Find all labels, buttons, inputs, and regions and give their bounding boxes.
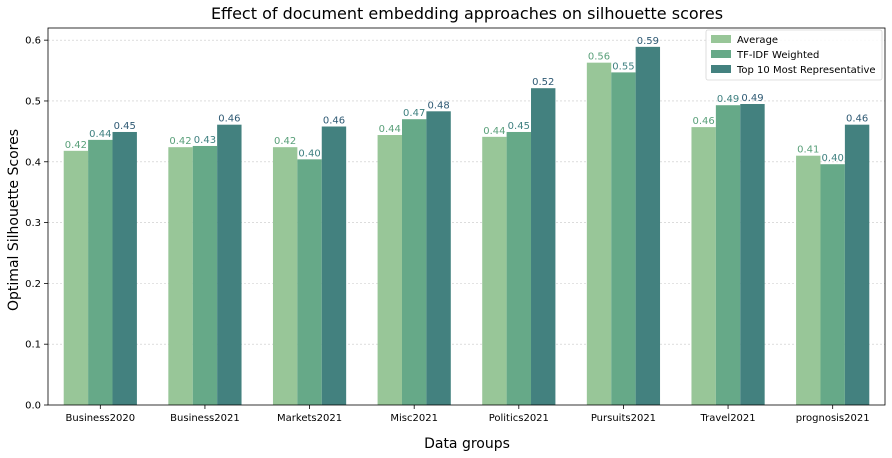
bar-value-labels: 0.420.440.450.42 0.430.460.420.400.460.44…	[65, 36, 868, 164]
bar	[297, 159, 322, 405]
bar-value-label: 0.47	[403, 108, 425, 119]
bar-value-label: 0.40	[298, 148, 320, 159]
legend-entry: Top 10 Most Representative	[736, 65, 876, 76]
x-tick-label: Business2020	[66, 413, 136, 424]
bar-value-label: 0.45	[508, 121, 530, 132]
legend: Average TF-IDF Weighted Top 10 Most Repres…	[705, 29, 883, 81]
legend-swatch	[711, 35, 731, 43]
legend-swatch	[711, 50, 731, 58]
bar	[611, 72, 636, 406]
bar	[426, 111, 451, 405]
bar-value-label: 0.44	[483, 126, 505, 137]
x-tick-label: Markets2021	[277, 413, 342, 424]
x-tick-label: prognosis2021	[796, 413, 870, 424]
bar-value-label: 0.49	[717, 94, 739, 105]
bar	[635, 46, 661, 405]
bar-value-label: 0.46	[323, 116, 345, 127]
plot-area-frame	[47, 27, 886, 406]
bar	[112, 131, 137, 405]
bar	[531, 88, 556, 405]
bar	[691, 127, 716, 406]
x-tick-label: Pursuits2021	[591, 413, 656, 424]
bar-value-label: 0.40	[822, 153, 844, 164]
bar-value-label: 0.59	[637, 36, 659, 47]
bar	[272, 147, 298, 405]
chart-title: Effect of document embedding approaches …	[211, 4, 723, 23]
y-tick-label: 0.0	[25, 401, 41, 412]
bar	[715, 105, 741, 406]
bar	[401, 119, 427, 405]
bar	[506, 131, 532, 405]
bar-value-label: 0.44	[89, 129, 111, 140]
y-axis-title: Optimal Silhouette Scores	[6, 129, 22, 311]
bar-value-label: 0.41	[797, 145, 819, 156]
bar	[192, 145, 218, 405]
bar-value-label: 0.45	[114, 121, 136, 132]
bar-value-label: 0.42	[65, 140, 87, 151]
y-tick-label: 0.1	[25, 340, 41, 351]
bar	[482, 136, 507, 405]
legend-swatch	[711, 65, 731, 73]
bar-value-label: 0.46	[846, 114, 868, 125]
x-tick-label: Travel2021	[699, 413, 755, 424]
bar	[377, 135, 402, 405]
bar	[586, 62, 612, 406]
bar-value-label: 0.46	[218, 114, 240, 125]
bar-value-label: 0.44	[379, 124, 401, 135]
bar-value-label: 0.55	[612, 61, 634, 72]
bar	[740, 104, 765, 406]
y-axis-ticks: 0.0 0.1 0.2 0.3 0.4 0.5 0.6	[25, 36, 48, 412]
bar	[168, 147, 193, 405]
bar-value-label: 0.56	[588, 52, 610, 63]
bar	[217, 124, 242, 406]
bar	[820, 164, 845, 405]
y-tick-label: 0.5	[25, 96, 41, 107]
y-tick-label: 0.3	[25, 218, 41, 229]
bar-value-label: 0.42	[274, 136, 296, 147]
bar-value-label: 0.52	[532, 77, 554, 88]
y-tick-label: 0.6	[25, 36, 41, 47]
bar	[796, 155, 821, 405]
legend-entry: TF-IDF Weighted	[736, 50, 819, 61]
x-axis-ticks: Business2020 Business2021 Markets2021 Misc2…	[66, 405, 870, 424]
bar	[88, 139, 113, 406]
x-tick-label: Misc2021	[390, 413, 438, 424]
bar-value-label: 0.46	[693, 116, 715, 127]
bar	[321, 126, 347, 405]
legend-entry: Average	[737, 35, 778, 46]
bar-value-label: 0.42	[169, 136, 191, 147]
legend-box	[705, 29, 883, 81]
bar-value-label: 0.48	[427, 100, 449, 111]
bar	[844, 124, 870, 406]
x-tick-label: Business2021	[170, 413, 240, 424]
y-tick-label: 0.4	[25, 157, 41, 168]
y-tick-label: 0.2	[25, 279, 41, 290]
x-tick-label: Politics2021	[489, 413, 549, 424]
bar-value-label: 0.49	[741, 93, 763, 104]
bar-value-label: 0.43	[194, 135, 216, 146]
bar	[63, 150, 89, 405]
bars	[63, 46, 870, 406]
x-axis-title: Data groups	[424, 436, 510, 452]
